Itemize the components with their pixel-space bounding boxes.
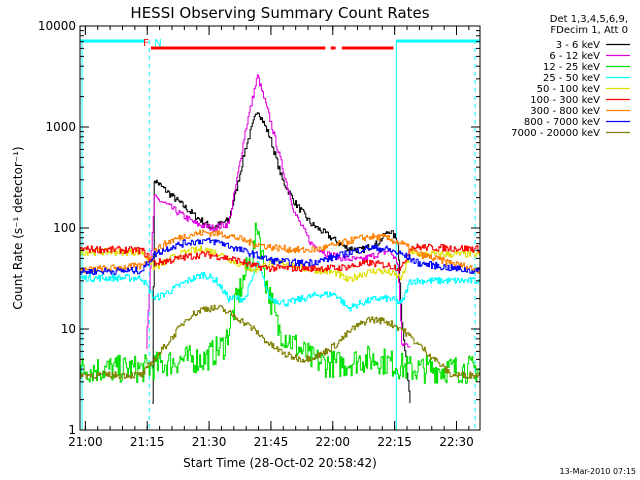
legend-label-6: 300 - 800 keV (530, 106, 600, 117)
series-line-4 (80, 245, 481, 282)
series-line-5 (80, 243, 481, 273)
y-tick-label: 100 (53, 221, 76, 235)
y-tick-label: 10 (61, 322, 76, 336)
x-tick-label: 21:00 (68, 435, 103, 449)
series-lines (80, 74, 481, 404)
x-tick-label: 21:15 (130, 435, 165, 449)
legend-label-8: 7000 - 20000 keV (511, 128, 600, 139)
y-axis-label: Count Rate (s⁻¹ detector⁻¹) (11, 146, 25, 309)
flag-label-0: F (143, 38, 149, 49)
series-line-2 (80, 222, 481, 384)
y-tick-label: 1000 (45, 120, 76, 134)
plot-frame (79, 25, 481, 431)
legend-label-4: 50 - 100 keV (537, 84, 601, 95)
x-tick-label: 22:15 (377, 435, 412, 449)
legend-header-line: FDecim 1, Att 0 (550, 25, 628, 36)
x-tick-label: 21:45 (254, 435, 289, 449)
legend-label-5: 100 - 300 keV (530, 95, 600, 106)
x-tick-label: 22:00 (315, 435, 350, 449)
series-line-3 (80, 261, 481, 312)
x-tick-label: 21:30 (192, 435, 227, 449)
y-tick-label: 10000 (38, 19, 76, 33)
legend: Det 1,3,4,5,6,9,FDecim 1, Att 0 3 - 6 keV… (511, 14, 630, 139)
footer-timestamp: 13-Mar-2010 07:15 (560, 467, 637, 476)
legend-label-3: 25 - 50 keV (543, 73, 600, 84)
legend-label-1: 6 - 12 keV (549, 51, 600, 62)
legend-header-line: Det 1,3,4,5,6,9, (550, 14, 628, 25)
plot-axes: 1 10 100 1000 10000 21:00 21:15 21:30 21:45 22:00… (38, 19, 481, 449)
x-axis-label: Start Time (28-Oct-02 20:58:42) (183, 456, 377, 470)
flag-label-1: N (154, 38, 161, 49)
legend-label-7: 800 - 7000 keV (524, 117, 600, 128)
legend-label-2: 12 - 25 keV (543, 62, 600, 73)
series-line-8 (80, 304, 481, 379)
series-line-1 (146, 74, 411, 349)
legend-label-0: 3 - 6 keV (556, 40, 600, 51)
series-line-7 (80, 237, 481, 276)
x-tick-label: 22:30 (439, 435, 474, 449)
y-tick-label: 1 (68, 423, 76, 437)
chart-title: HESSI Observing Summary Count Rates (130, 4, 429, 22)
